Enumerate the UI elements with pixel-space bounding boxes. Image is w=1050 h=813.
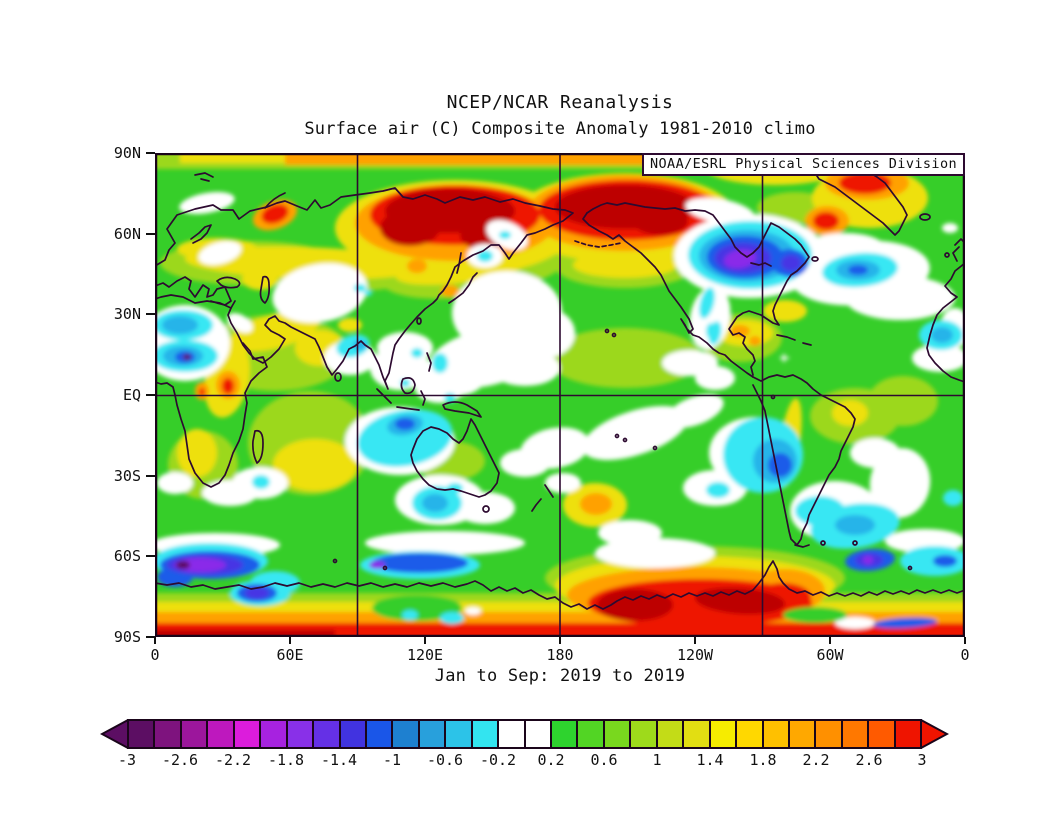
colorbar-tick-label: -3 [117,751,137,769]
colorbar-cell [340,721,367,747]
colorbar-tick-label: 1.8 [749,751,777,769]
colorbar-cell [657,721,685,747]
colorbar-tick-label: 2.2 [802,751,830,769]
attribution-badge: NOAA/ESRL Physical Sciences Division [642,153,965,176]
lon-tick [694,637,696,644]
lat-tick [146,474,155,477]
lat-tick [146,313,155,316]
colorbar-cell [842,721,870,747]
colorbar-tick-label: -0.2 [479,751,517,769]
lat-tick-label: 90S [113,628,141,646]
longitude-axis: 0 60E 120E 180 120W 60W 0 [150,637,970,667]
plot-border [155,153,965,637]
colorbar-tick-label: 2.6 [855,751,883,769]
lat-tick [146,394,155,396]
subtitle: Surface air (C) Composite Anomaly 1981-2… [304,119,816,139]
colorbar-cell [208,721,235,747]
lat-tick-label: 30S [113,466,141,485]
latitude-axis: 90N 60N 30N EQ 30S 60S 90S [55,144,155,646]
colorbar-cell [261,721,288,747]
colorbar-tick-label: 0.6 [590,751,618,769]
colorbar-cell [287,721,315,747]
colorbar-cell [763,721,790,747]
colorbar-right-arrow [921,719,949,749]
lon-tick [289,637,291,644]
colorbar-cell [525,721,552,747]
grid-lines [155,153,965,637]
caption: Jan to Sep: 2019 to 2019 [434,666,686,686]
colorbar-cell [393,721,420,747]
colorbar-tick-label: -1 [382,751,402,769]
lat-tick-label: EQ [122,386,141,404]
colorbar-cell [578,721,605,747]
colorbar-cell [181,721,209,747]
colorbar-cell [499,721,526,747]
lon-tick [559,637,561,644]
colorbar-cell [895,721,921,747]
anomaly-map [155,153,965,637]
colorbar-tick-label: 1 [652,751,662,769]
colorbar-tick-label: 1.4 [696,751,724,769]
page-title: NCEP/NCAR Reanalysis [446,92,674,113]
colorbar-tick-label: -0.6 [426,751,464,769]
colorbar-cell [234,721,262,747]
colorbar-cell [604,721,632,747]
colorbar-tick-label: -1.8 [267,751,305,769]
lon-tick-label: 180 [546,646,574,664]
lat-tick-label: 60N [113,224,141,243]
colorbar-cell [869,721,896,747]
colorbar-cell [366,721,394,747]
lat-tick-label: 30N [113,305,141,324]
colorbar [100,719,949,749]
lon-tick [829,637,831,644]
colorbar-cell [631,721,658,747]
lon-tick-label: 60E [276,646,304,664]
colorbar-cell [710,721,738,747]
anomaly-field [155,153,965,637]
colorbar-cell [552,721,579,747]
colorbar-cell [684,721,711,747]
lon-tick-label: 120E [406,646,444,664]
colorbar-cell [155,721,182,747]
colorbar-cell [789,721,817,747]
lon-tick-label: 0 [150,646,160,664]
lat-tick-label: 60S [113,547,141,566]
colorbar-tick-label: 3 [917,751,927,769]
colorbar-cell [816,721,843,747]
colorbar-cell [419,721,447,747]
lat-tick [146,232,155,235]
lat-tick [146,152,155,154]
colorbar-cell [129,721,156,747]
map-plot: NOAA/ESRL Physical Sciences Division [155,153,965,637]
lon-tick-label: 0 [960,646,970,664]
lon-tick-label: 60W [816,646,844,664]
colorbar-tick-label: -2.2 [214,751,252,769]
colorbar-cell [446,721,473,747]
colorbar-tick-label: 0.2 [537,751,565,769]
colorbar-left-arrow [100,719,128,749]
lon-tick-label: 120W [676,646,714,664]
lat-tick [146,555,155,558]
lat-tick [146,636,155,638]
colorbar-cell [472,721,500,747]
coastlines [155,164,965,610]
lon-tick [424,637,426,644]
lat-tick-label: 90N [113,144,141,162]
colorbar-cells [127,719,922,749]
colorbar-tick-label: -1.4 [320,751,358,769]
colorbar-cell [737,721,764,747]
colorbar-cell [314,721,341,747]
colorbar-tick-label: -2.6 [161,751,199,769]
lon-tick [154,637,156,644]
colorbar-labels: -3 -2.6 -2.2 -1.8 -1.4 -1 -0.6 -0.2 0.2 0.6 1 1.4 1.… [100,751,949,771]
lon-tick [964,637,966,644]
